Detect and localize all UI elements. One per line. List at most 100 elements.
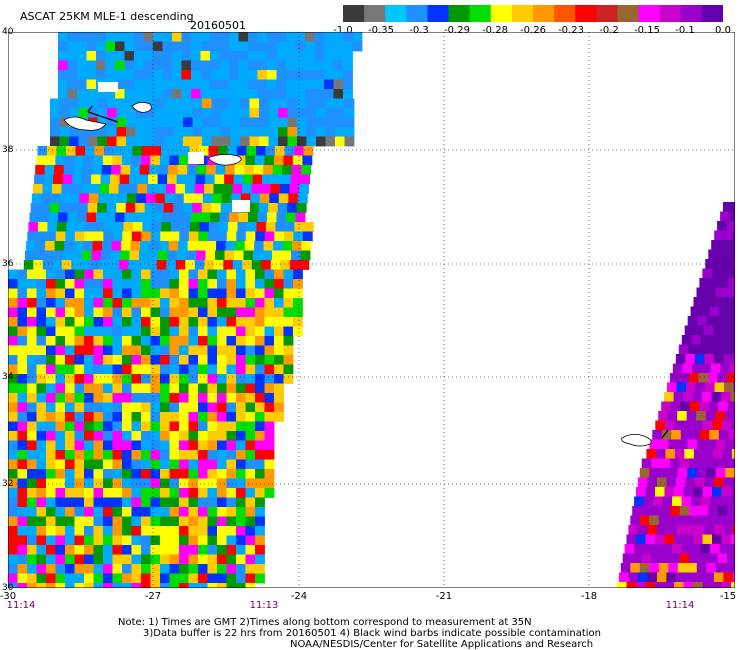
wind-cell (135, 117, 146, 128)
wind-cell (160, 402, 170, 413)
wind-cell (103, 231, 114, 242)
wind-cell (67, 41, 78, 52)
wind-cell (131, 554, 142, 565)
wind-cell (65, 497, 75, 508)
wind-cell (706, 468, 717, 478)
wind-cell (725, 316, 735, 326)
wind-cell (712, 487, 722, 497)
wind-cell (74, 526, 85, 536)
wind-cell (36, 450, 47, 460)
wind-cell (731, 582, 735, 588)
wind-cell (84, 450, 94, 460)
wind-cell (664, 420, 675, 431)
wind-cell (17, 298, 28, 308)
wind-cell (264, 393, 275, 403)
wind-cell (45, 241, 55, 251)
wind-cell (207, 393, 218, 403)
wind-cell (27, 383, 37, 394)
wind-cell (664, 582, 675, 588)
wind-cell (93, 345, 104, 356)
wind-cell (169, 583, 180, 588)
wind-cell (56, 146, 67, 156)
wind-cell (655, 420, 666, 431)
wind-cell (236, 374, 246, 384)
wind-cell (245, 345, 256, 356)
wind-cell (99, 184, 110, 194)
wind-cell (36, 488, 47, 498)
wind-cell (245, 393, 256, 403)
wind-cell (160, 545, 170, 555)
wind-cell (25, 250, 35, 261)
wind-cell (696, 468, 707, 478)
wind-cell (160, 231, 171, 242)
wind-cell (234, 165, 245, 175)
wind-cell (288, 193, 299, 204)
wind-cell (134, 60, 144, 71)
wind-cell (255, 488, 265, 498)
wind-cell (230, 136, 241, 147)
wind-cell (721, 582, 732, 588)
wind-cell (226, 478, 237, 489)
wind-cell (217, 317, 227, 327)
wind-cell (198, 421, 208, 432)
wind-cell (700, 496, 711, 507)
wind-cell (103, 459, 113, 470)
wind-cell (303, 146, 314, 156)
wind-cell (236, 554, 246, 565)
wind-cell (46, 459, 56, 470)
wind-cell (139, 165, 150, 175)
wind-cell (730, 392, 735, 402)
wind-cell (173, 117, 184, 128)
wind-cell (131, 488, 142, 498)
wind-cell (153, 79, 163, 90)
wind-cell (714, 259, 725, 269)
wind-cell (677, 439, 688, 450)
wind-cell (727, 373, 735, 383)
wind-cell (141, 421, 151, 432)
wind-cell (687, 563, 698, 573)
wind-cell (188, 383, 199, 394)
wind-cell (198, 459, 208, 470)
wind-cell (77, 79, 87, 90)
wind-cell (55, 412, 66, 422)
wind-cell (324, 51, 334, 61)
wind-cell (103, 488, 113, 498)
latitude-label: 36 (2, 259, 14, 269)
wind-cell (55, 583, 66, 588)
wind-cell (628, 525, 639, 535)
wind-cell (217, 507, 227, 517)
wind-cell (65, 336, 75, 346)
wind-cell (255, 478, 265, 489)
wind-cell (131, 364, 142, 375)
wind-cell (112, 516, 123, 527)
wind-cell (164, 98, 174, 109)
wind-cell (198, 393, 208, 403)
wind-cell (84, 440, 94, 451)
wind-cell (170, 146, 181, 156)
wind-cell (29, 212, 40, 223)
wind-cell (46, 507, 56, 517)
wind-cell (226, 421, 237, 432)
wind-cell (97, 117, 108, 128)
wind-cell (65, 516, 75, 527)
wind-cell (172, 60, 182, 71)
wind-cell (226, 336, 237, 346)
wind-cell (97, 108, 108, 118)
wind-cell (295, 60, 306, 71)
wind-cell (226, 450, 237, 460)
wind-cell (255, 431, 265, 441)
wind-cell (287, 108, 298, 118)
wind-cell (153, 60, 163, 71)
wind-cell (169, 440, 180, 451)
wind-cell (333, 70, 344, 80)
wind-cell (55, 383, 66, 394)
wind-cell (287, 98, 298, 109)
wind-cell (694, 525, 705, 535)
wind-cell (305, 89, 315, 99)
note-line-2: 3)Data buffer is 22 hrs from 20160501 4)… (143, 628, 601, 639)
wind-cell (245, 507, 256, 517)
wind-cell (150, 431, 161, 441)
wind-cell (55, 298, 66, 308)
wind-cell (8, 459, 18, 470)
wind-cell (641, 458, 652, 469)
